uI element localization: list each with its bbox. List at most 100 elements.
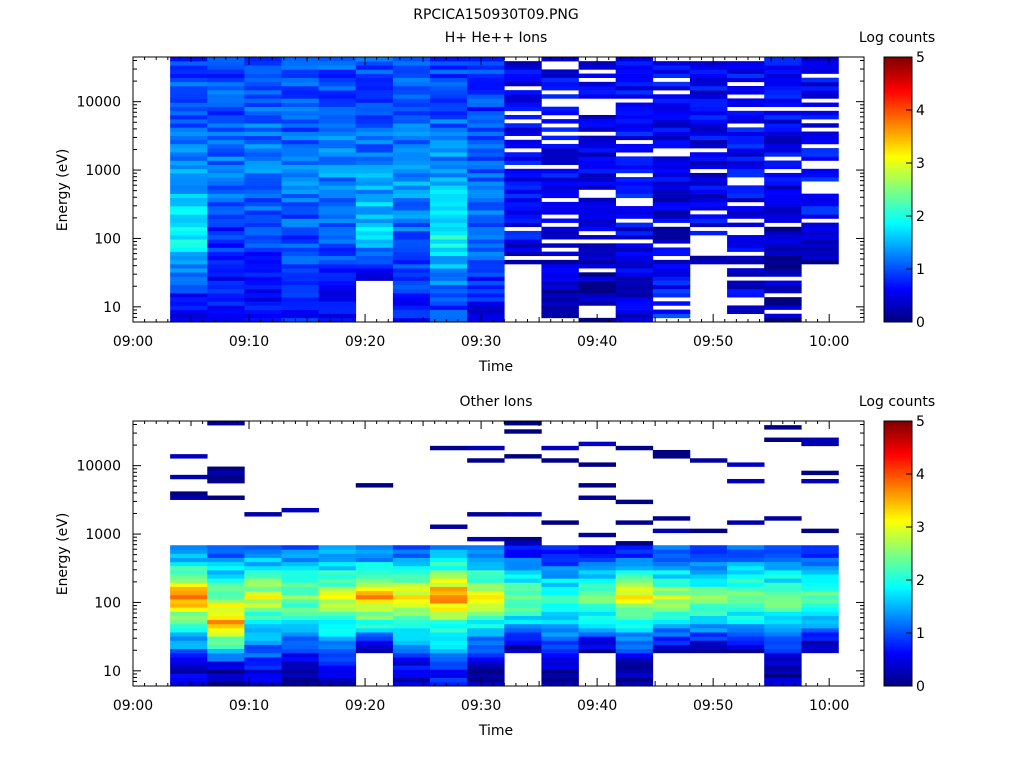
heatmap-cell bbox=[727, 462, 765, 467]
y-tick-label: 10000 bbox=[76, 95, 121, 111]
heatmap-cell bbox=[504, 197, 542, 203]
heatmap-cell bbox=[652, 160, 691, 165]
colorbar-segment bbox=[884, 209, 912, 213]
heatmap-cell bbox=[355, 648, 394, 654]
heatmap-cell bbox=[541, 545, 579, 550]
colorbar-segment bbox=[884, 679, 912, 683]
heatmap-cell bbox=[689, 611, 728, 616]
heatmap-cell bbox=[727, 644, 765, 650]
heatmap-cell bbox=[355, 259, 394, 265]
y-tick-label: 10 bbox=[103, 300, 121, 316]
heatmap-cell bbox=[764, 284, 802, 290]
heatmap-cell bbox=[727, 214, 765, 219]
heatmap-cell bbox=[652, 280, 691, 286]
heatmap-cell bbox=[207, 210, 245, 215]
heatmap-cell bbox=[207, 119, 245, 124]
heatmap-cell bbox=[207, 189, 245, 194]
heatmap-cell bbox=[207, 549, 245, 554]
x-tick-label: 10:00 bbox=[809, 698, 849, 714]
heatmap-cell bbox=[801, 131, 839, 136]
heatmap-cell bbox=[467, 565, 505, 571]
colorbar-segment bbox=[884, 57, 912, 60]
heatmap-cell bbox=[430, 226, 468, 232]
heatmap-cell bbox=[430, 247, 468, 252]
heatmap-cell bbox=[541, 677, 579, 683]
heatmap-cell bbox=[727, 259, 765, 265]
colorbar-segment bbox=[884, 147, 912, 151]
heatmap-cell bbox=[430, 293, 468, 298]
heatmap-cell bbox=[541, 218, 579, 223]
heatmap-cell bbox=[281, 582, 319, 587]
colorbar-segment bbox=[884, 213, 912, 217]
heatmap-cell bbox=[727, 280, 765, 286]
heatmap-cell bbox=[504, 210, 542, 215]
heatmap-cell bbox=[207, 247, 245, 252]
colorbar-segment bbox=[884, 652, 912, 656]
heatmap-cell bbox=[615, 648, 654, 654]
panel-bottom-title: Other Ions bbox=[459, 394, 532, 410]
heatmap-cell bbox=[355, 272, 394, 277]
heatmap-cell bbox=[467, 222, 505, 228]
heatmap-cell bbox=[318, 553, 357, 558]
heatmap-cell bbox=[578, 599, 616, 604]
heatmap-cell bbox=[467, 309, 505, 315]
heatmap-cell bbox=[541, 561, 579, 567]
heatmap-cell bbox=[541, 619, 579, 625]
heatmap-cell bbox=[430, 648, 468, 654]
heatmap-cell bbox=[727, 619, 765, 625]
heatmap-cell bbox=[764, 607, 802, 612]
heatmap-cell bbox=[541, 599, 579, 604]
heatmap-cell bbox=[355, 632, 394, 637]
heatmap-cell bbox=[727, 127, 765, 132]
heatmap-cell bbox=[392, 131, 431, 136]
heatmap-cell bbox=[207, 185, 245, 190]
heatmap-cell bbox=[541, 305, 579, 310]
heatmap-cell bbox=[244, 85, 282, 91]
heatmap-cell bbox=[504, 628, 542, 633]
heatmap-cell bbox=[207, 193, 245, 199]
heatmap-cell bbox=[392, 623, 431, 629]
heatmap-cell bbox=[281, 127, 319, 132]
heatmap-cell bbox=[355, 570, 394, 575]
heatmap-cell bbox=[652, 557, 691, 563]
heatmap-cell bbox=[392, 73, 431, 78]
heatmap-cell bbox=[689, 230, 728, 236]
heatmap-cell bbox=[689, 623, 728, 629]
heatmap-cell bbox=[652, 640, 691, 645]
heatmap-cell bbox=[244, 61, 282, 66]
heatmap-cell bbox=[170, 77, 208, 83]
heatmap-cell bbox=[207, 230, 245, 236]
heatmap-cell bbox=[801, 139, 839, 145]
heatmap-cell bbox=[504, 69, 542, 74]
heatmap-cell bbox=[504, 574, 542, 579]
heatmap-cell bbox=[281, 160, 319, 165]
heatmap-cell bbox=[467, 230, 505, 236]
heatmap-cell bbox=[430, 102, 468, 107]
heatmap-cell bbox=[392, 243, 431, 248]
heatmap-cell bbox=[764, 611, 802, 616]
colorbar-segment bbox=[884, 635, 912, 638]
heatmap-cell bbox=[170, 222, 208, 228]
heatmap-cell bbox=[652, 81, 691, 87]
heatmap-cell bbox=[727, 222, 765, 228]
heatmap-cell bbox=[355, 119, 394, 124]
heatmap-cell bbox=[318, 197, 357, 203]
heatmap-cell bbox=[615, 586, 654, 592]
heatmap-cell bbox=[430, 156, 468, 161]
heatmap-cell bbox=[207, 297, 245, 302]
heatmap-cell bbox=[578, 143, 616, 149]
heatmap-cell bbox=[615, 607, 654, 612]
heatmap-cell bbox=[244, 594, 282, 600]
heatmap-cell bbox=[689, 259, 728, 265]
heatmap-cell bbox=[392, 81, 431, 87]
heatmap-cell bbox=[392, 636, 431, 641]
heatmap-cell bbox=[615, 85, 654, 91]
heatmap-cell bbox=[764, 98, 802, 103]
heatmap-cell bbox=[430, 681, 468, 687]
heatmap-cell bbox=[467, 214, 505, 219]
heatmap-cell bbox=[244, 81, 282, 87]
heatmap-cell bbox=[392, 102, 431, 107]
heatmap-cell bbox=[467, 156, 505, 161]
x-tick-label: 09:10 bbox=[229, 334, 269, 350]
heatmap-cell bbox=[615, 545, 654, 550]
